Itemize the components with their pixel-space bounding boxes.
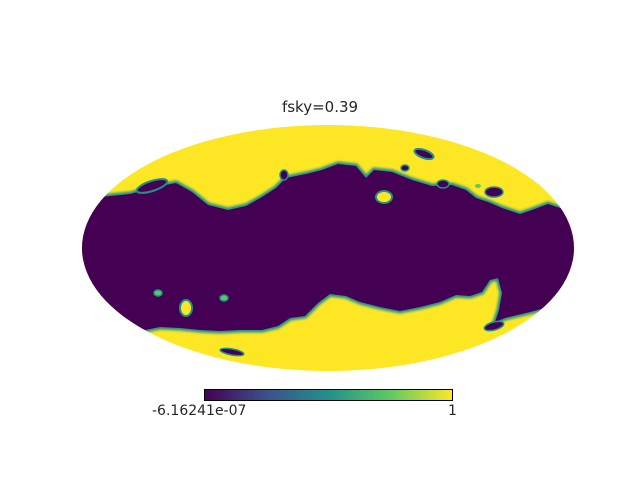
masked-spot: [483, 320, 505, 332]
point-source-hole: [375, 190, 393, 204]
masked-spot: [436, 179, 450, 189]
point-source-hole: [179, 299, 193, 317]
masked-spot: [475, 184, 481, 188]
point-source-hole: [219, 294, 229, 302]
map-title: fsky=0.39: [281, 98, 359, 116]
masked-spot: [279, 169, 289, 181]
masked-spot: [484, 186, 504, 198]
colorbar-min-label: -6.16241e-07: [152, 403, 247, 419]
masked-spot: [135, 178, 169, 194]
colorbar-max-label: 1: [448, 403, 457, 419]
point-source-holes: [153, 190, 393, 317]
colorbar: [204, 389, 453, 401]
point-source-hole: [153, 289, 163, 297]
galactic-mask-band: [82, 164, 574, 331]
masked-spot: [413, 147, 435, 161]
masked-spot: [219, 347, 245, 357]
masked-spots: [135, 147, 505, 357]
masked-spot: [400, 164, 410, 172]
